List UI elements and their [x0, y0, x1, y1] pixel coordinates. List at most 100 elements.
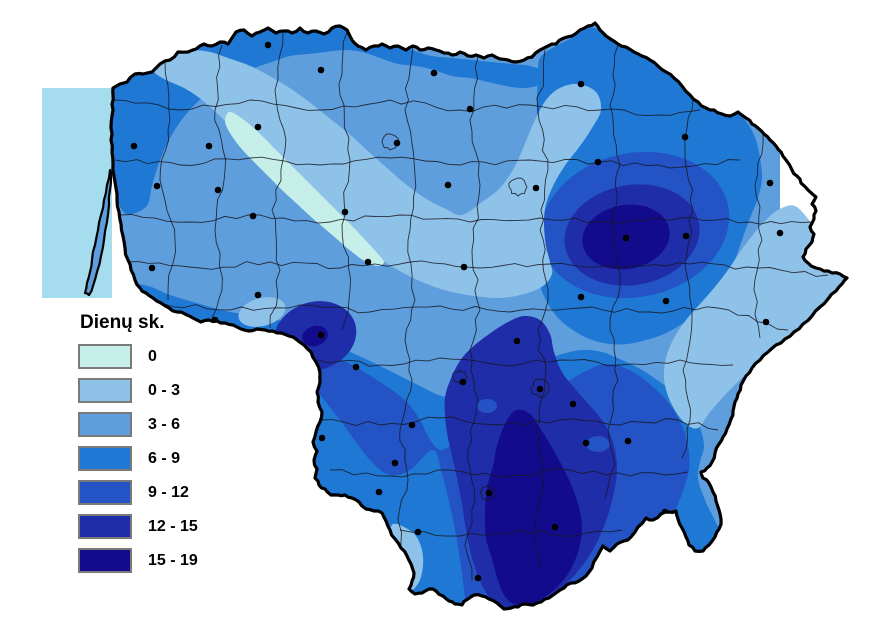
station-dot	[622, 234, 630, 242]
district-boundary	[319, 416, 719, 431]
station-dot	[249, 212, 257, 220]
zone-0-3	[238, 297, 286, 327]
zone-0-3	[663, 205, 847, 429]
district-boundary	[119, 214, 813, 225]
legend-label-0: 0	[148, 347, 157, 365]
legend-item-0: 0	[78, 344, 198, 369]
station-dot	[776, 229, 784, 237]
station-dot	[577, 80, 585, 88]
district-boundary	[338, 31, 352, 331]
station-dot	[393, 139, 401, 147]
zone-0-3	[149, 50, 602, 299]
station-dot	[577, 293, 585, 301]
station-dot	[536, 385, 544, 393]
station-dot	[582, 439, 590, 447]
district-boundaries	[112, 31, 829, 591]
station-dot	[352, 363, 360, 371]
map-legend: Dienų sk. 0 0 - 3 3 - 6 6 - 9 9 - 12 12 …	[78, 312, 198, 582]
district-boundary	[317, 357, 734, 367]
station-dot	[317, 66, 325, 74]
curonian-spit	[83, 168, 113, 297]
station-dot	[594, 158, 602, 166]
station-dot	[662, 297, 670, 305]
station-dots	[130, 41, 784, 582]
city-municipality-ring	[530, 378, 550, 398]
legend-swatch-0	[78, 344, 132, 369]
station-dot	[318, 434, 326, 442]
legend-swatch-2	[78, 412, 132, 437]
legend-item-5: 12 - 15	[78, 514, 198, 539]
district-boundary	[211, 44, 227, 319]
station-dot	[551, 523, 559, 531]
district-boundary	[112, 99, 701, 117]
zone-9-12	[586, 436, 610, 452]
station-dot	[254, 123, 262, 131]
district-boundary	[604, 44, 621, 499]
station-dot	[205, 142, 213, 150]
zone-15-19	[484, 409, 582, 607]
district-boundary	[149, 301, 789, 331]
station-dot	[430, 69, 438, 77]
station-dot	[460, 263, 468, 271]
district-boundary	[159, 61, 176, 301]
city-municipality-ring	[479, 485, 495, 501]
district-boundary	[269, 32, 287, 329]
station-dot	[474, 574, 482, 582]
legend-label-6: 15 - 19	[148, 551, 198, 569]
legend-swatch-1	[78, 378, 132, 403]
station-dot	[364, 258, 372, 266]
station-dot	[130, 142, 138, 150]
country-outline	[109, 21, 849, 611]
station-dot	[532, 184, 540, 192]
station-dot	[317, 331, 325, 339]
legend-label-3: 6 - 9	[148, 449, 181, 467]
station-dot	[766, 179, 774, 187]
zone-15-19	[302, 325, 328, 347]
legend-title: Dienų sk.	[80, 312, 165, 333]
station-dot	[569, 400, 577, 408]
station-dot	[408, 421, 416, 429]
city-municipality-ring	[508, 177, 528, 197]
station-dot	[459, 378, 467, 386]
district-boundary	[681, 96, 694, 459]
station-dot	[391, 459, 399, 467]
station-dot	[624, 437, 632, 445]
legend-item-2: 3 - 6	[78, 412, 198, 437]
legend-item-6: 15 - 19	[78, 548, 198, 573]
legend-item-3: 6 - 9	[78, 446, 198, 471]
district-boundary	[397, 46, 417, 591]
legend-label-5: 12 - 15	[148, 517, 198, 535]
station-dot	[681, 133, 689, 141]
station-dot	[148, 264, 156, 272]
zone-0	[225, 111, 384, 266]
legend-swatch-4	[78, 480, 132, 505]
zone-9-12	[477, 399, 497, 413]
district-boundary	[127, 260, 829, 277]
station-dot	[341, 208, 349, 216]
station-dot	[682, 232, 690, 240]
baltic-sea	[42, 88, 112, 298]
station-dot	[762, 318, 770, 326]
legend-label-1: 0 - 3	[148, 381, 181, 399]
legend-swatch-6	[78, 548, 132, 573]
district-boundary	[399, 529, 623, 537]
legend-label-4: 9 - 12	[148, 483, 189, 501]
station-dot	[414, 528, 422, 536]
station-dot	[375, 488, 383, 496]
district-boundary	[329, 468, 689, 478]
station-dot	[466, 105, 474, 113]
district-boundary	[464, 56, 481, 581]
station-dot	[153, 182, 161, 190]
station-dot	[254, 291, 262, 299]
district-boundary	[114, 156, 741, 169]
city-municipality-ring	[381, 133, 399, 151]
station-dot	[444, 181, 452, 189]
district-boundary	[533, 49, 549, 569]
legend-label-2: 3 - 6	[148, 415, 181, 433]
legend-swatch-5	[78, 514, 132, 539]
legend-swatch-3	[78, 446, 132, 471]
legend-item-1: 0 - 3	[78, 378, 198, 403]
station-dot	[513, 337, 521, 345]
